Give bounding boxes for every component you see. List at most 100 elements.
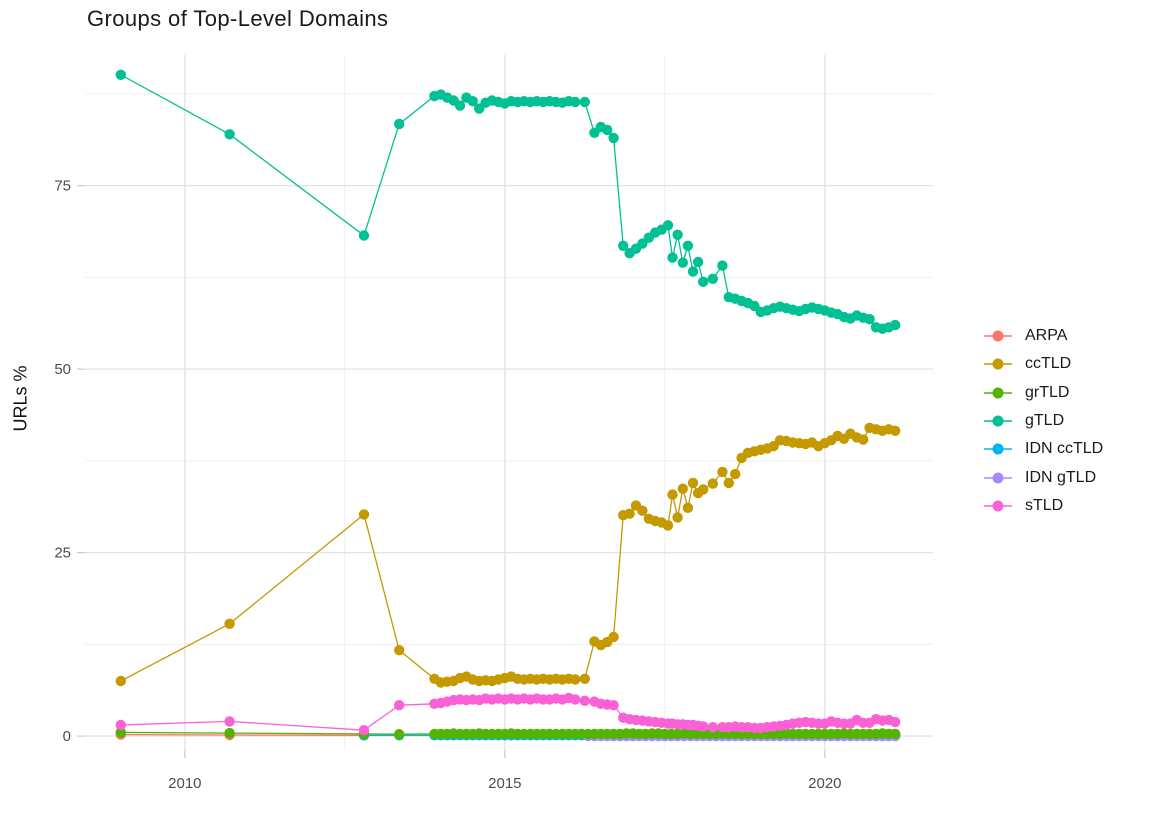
data-point: [662, 520, 674, 531]
data-point: [115, 727, 127, 738]
data-point: [570, 674, 581, 685]
x-tick-label: 2015: [488, 775, 521, 792]
data-point: [467, 96, 478, 107]
data-point: [624, 508, 635, 519]
legend-label: IDN gTLD: [1025, 468, 1097, 486]
data-point: [115, 675, 127, 687]
data-point: [454, 100, 466, 111]
data-point: [890, 425, 901, 436]
data-point: [224, 716, 235, 727]
y-tick-label: 50: [54, 361, 71, 378]
data-point: [115, 69, 127, 81]
data-point: [394, 645, 405, 656]
legend-item-idn-gtld: IDN gTLD: [983, 463, 1103, 491]
legend-key-icon: [984, 415, 1012, 427]
data-point: [394, 729, 405, 740]
data-point: [608, 132, 619, 144]
data-point: [682, 240, 694, 251]
data-point: [890, 716, 901, 728]
series-line: [120, 74, 896, 330]
data-point: [608, 700, 619, 711]
series-stld: [115, 692, 901, 736]
data-point: [698, 721, 709, 732]
data-point: [358, 230, 370, 241]
data-point: [677, 483, 688, 494]
y-tick-label: 0: [63, 728, 71, 745]
legend-key-dot: [992, 330, 1004, 342]
data-point: [224, 129, 235, 140]
legend-key-icon: [984, 472, 1012, 484]
legend-item-gtld: gTLD: [983, 407, 1103, 435]
data-point: [707, 722, 718, 733]
legend-item-cctld: ccTLD: [983, 350, 1103, 378]
data-point: [115, 719, 127, 731]
data-point: [602, 124, 613, 136]
data-point: [224, 727, 235, 739]
data-point: [864, 314, 875, 325]
legend-item-grtld: grTLD: [983, 379, 1103, 407]
data-point: [717, 260, 728, 271]
data-point: [637, 505, 648, 516]
data-point: [667, 252, 678, 263]
data-point: [890, 319, 901, 331]
legend-key-dot: [992, 358, 1004, 370]
data-point: [570, 96, 581, 108]
legend-item-idn-cctld: IDN ccTLD: [983, 435, 1103, 463]
data-point: [717, 466, 728, 478]
x-tick-label: 2020: [808, 775, 841, 792]
data-point: [662, 220, 674, 231]
legend-label: grTLD: [1025, 383, 1070, 401]
data-point: [579, 96, 590, 108]
y-tick-label: 25: [54, 545, 71, 562]
x-tick-label: 2010: [168, 775, 201, 792]
data-point: [687, 266, 699, 277]
data-point: [698, 276, 709, 287]
legend-key-dot: [992, 472, 1004, 484]
data-point: [730, 468, 741, 480]
data-point: [570, 694, 581, 705]
series-cctld: [115, 422, 901, 688]
data-point: [608, 631, 619, 643]
legend-item-stld: sTLD: [983, 492, 1103, 520]
data-point: [358, 509, 370, 520]
data-point: [358, 725, 370, 736]
legend-label: ccTLD: [1025, 355, 1072, 373]
data-point: [618, 240, 629, 251]
data-point: [687, 477, 699, 489]
data-point: [224, 618, 235, 629]
data-point: [707, 273, 718, 284]
data-point: [682, 502, 694, 513]
data-point: [579, 673, 590, 684]
data-point: [579, 695, 590, 706]
legend-item-arpa: ARPA: [983, 322, 1103, 350]
legend-label: IDN ccTLD: [1025, 440, 1104, 458]
data-point: [677, 257, 688, 268]
legend-label: ARPA: [1025, 327, 1068, 345]
data-point: [672, 229, 683, 240]
legend-key-icon: [984, 387, 1012, 399]
legend-key-icon: [984, 330, 1012, 342]
data-point: [692, 256, 704, 268]
series-arpa: [115, 729, 370, 741]
legend: ARPA ccTLD grTLD gTLD IDN ccTLD IDN gTLD sTLD: [983, 322, 1103, 520]
legend-label: sTLD: [1025, 496, 1064, 514]
data-point: [394, 118, 405, 130]
data-point: [698, 484, 709, 495]
series-gtld: [115, 69, 901, 334]
data-point: [672, 512, 683, 523]
chart-title: Groups of Top-Level Domains: [87, 6, 389, 31]
legend-key-icon: [984, 443, 1012, 455]
legend-label: gTLD: [1025, 412, 1065, 430]
y-tick-label: 75: [54, 178, 71, 195]
data-point: [723, 477, 734, 489]
legend-key-dot: [992, 443, 1004, 455]
data-point: [667, 489, 678, 500]
legend-key-icon: [984, 500, 1012, 512]
legend-key-dot: [992, 415, 1004, 427]
data-point: [858, 434, 869, 445]
data-point: [394, 700, 405, 711]
legend-key-dot: [992, 387, 1004, 399]
legend-key-dot: [992, 500, 1004, 512]
